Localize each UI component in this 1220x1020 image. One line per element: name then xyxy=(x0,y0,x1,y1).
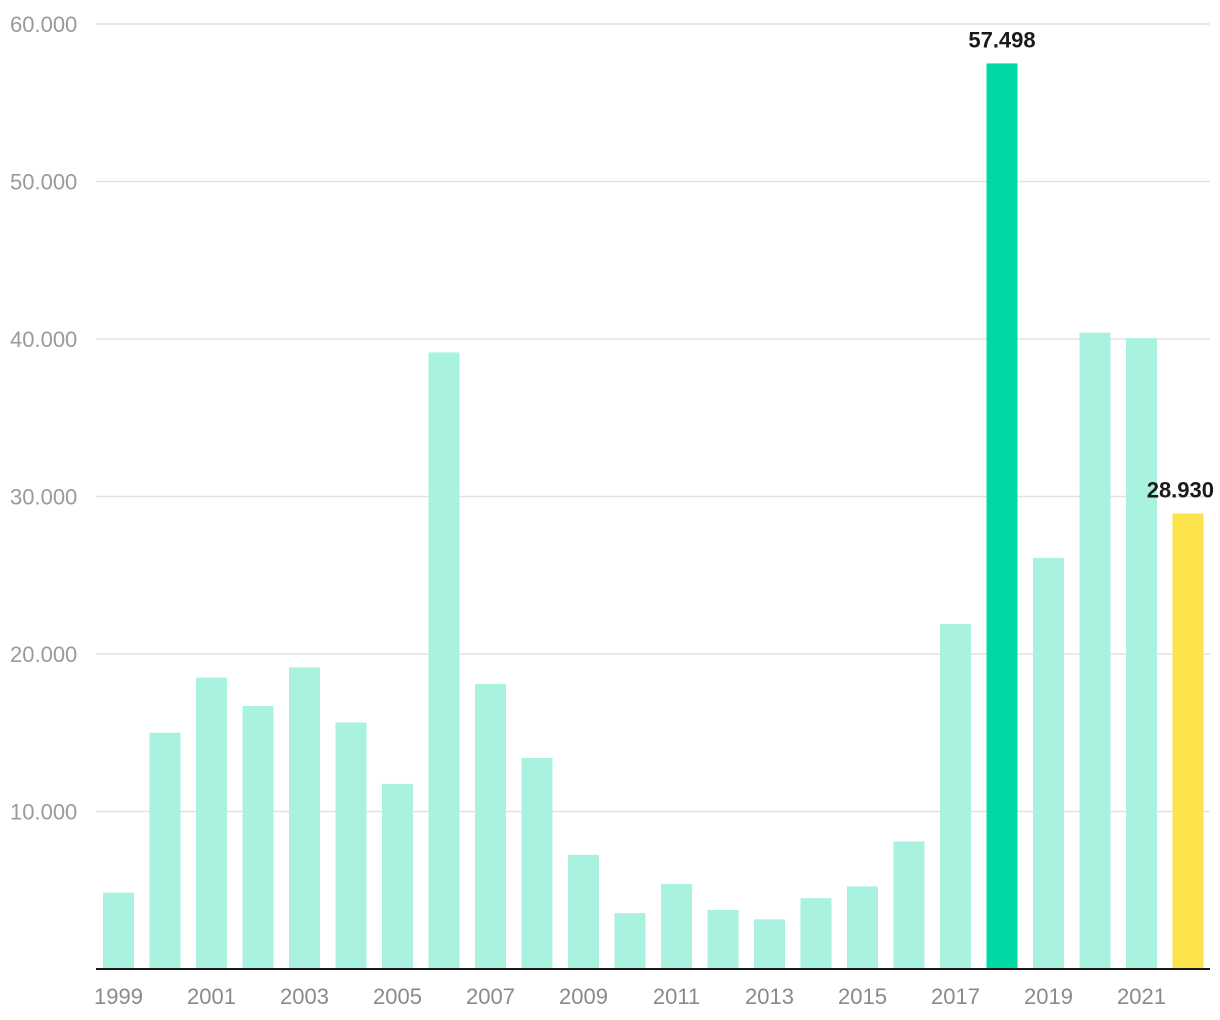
data-label-2018: 57.498 xyxy=(968,27,1035,52)
y-tick-label: 30.000 xyxy=(10,485,77,510)
x-tick-label: 2007 xyxy=(466,984,515,1009)
bar-2006 xyxy=(428,352,460,969)
x-axis-ticks: 1999 2001 2003 2005 2007 2009 2011 2013 2015 2017… xyxy=(94,984,1166,1009)
bar-2011 xyxy=(661,883,692,969)
x-tick-label: 2015 xyxy=(838,984,887,1009)
bar-2016 xyxy=(893,841,925,969)
bar-2003 xyxy=(289,667,320,969)
bar-2000 xyxy=(149,732,181,969)
bar-2012 xyxy=(707,909,739,969)
x-tick-label: 2017 xyxy=(931,984,980,1009)
gridlines xyxy=(96,23,1210,813)
y-tick-label: 20.000 xyxy=(10,642,77,667)
bar-2017 xyxy=(940,624,971,969)
x-tick-label: 2005 xyxy=(373,984,422,1009)
data-label-2022: 28.930 xyxy=(1147,477,1214,502)
bar-2004 xyxy=(335,722,367,969)
x-tick-label: 2019 xyxy=(1024,984,1073,1009)
x-tick-label: 2011 xyxy=(653,984,700,1009)
bar-2019 xyxy=(1033,557,1064,969)
bar-2014 xyxy=(800,898,832,969)
bar-2015 xyxy=(847,886,878,969)
bar-2010 xyxy=(614,913,646,969)
x-tick-label: 2003 xyxy=(280,984,329,1009)
bar-2009 xyxy=(568,854,599,969)
y-tick-label: 60.000 xyxy=(10,12,77,37)
x-tick-label: 2009 xyxy=(559,984,608,1009)
x-tick-label: 2021 xyxy=(1117,984,1166,1009)
bar-2007 xyxy=(475,683,506,969)
y-tick-label: 10.000 xyxy=(10,800,77,825)
bar-1999 xyxy=(103,892,134,969)
bar-2005 xyxy=(382,783,413,969)
x-tick-label: 2001 xyxy=(187,984,236,1009)
x-tick-label: 2013 xyxy=(745,984,794,1009)
y-tick-label: 40.000 xyxy=(10,327,77,352)
bar-2013 xyxy=(754,919,785,969)
x-tick-label: 1999 xyxy=(94,984,143,1009)
y-axis-ticks: 10.000 20.000 30.000 40.000 50.000 60.000 xyxy=(10,12,77,825)
bars xyxy=(103,63,1204,970)
y-tick-label: 50.000 xyxy=(10,170,77,195)
bar-2018 xyxy=(986,63,1018,970)
data-labels: 57.498 28.930 xyxy=(968,27,1214,502)
bar-2021 xyxy=(1126,338,1157,969)
bar-2022 xyxy=(1172,513,1204,969)
bar-2002 xyxy=(242,705,274,969)
bar-2020 xyxy=(1079,332,1111,969)
bar-2008 xyxy=(521,757,553,969)
bar-2001 xyxy=(196,677,227,969)
